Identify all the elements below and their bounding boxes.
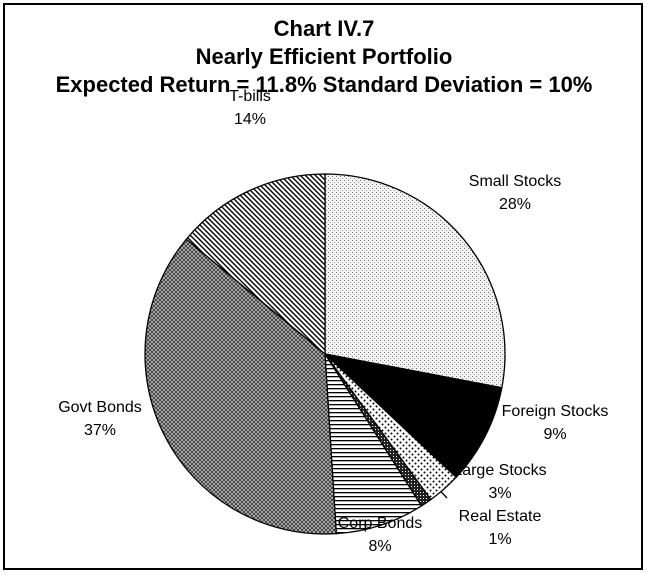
slice-value-label: 9%	[543, 426, 566, 443]
slice-label: Real Estate	[459, 508, 542, 525]
slice-value-label: 14%	[234, 111, 266, 128]
slice-label: Corp Bonds	[338, 515, 423, 532]
chart-title: Expected Return = 11.8% Standard Deviati…	[56, 72, 593, 97]
slice-value-label: 3%	[488, 485, 511, 502]
slice-label: T-bills	[229, 88, 271, 105]
pie-slice	[144, 238, 337, 535]
pie-slice	[324, 173, 506, 389]
slice-label: Large Stocks	[453, 462, 546, 479]
pie-slice	[324, 353, 423, 535]
slice-value-label: 37%	[84, 422, 116, 439]
slice-value-label: 8%	[368, 538, 391, 555]
slice-label: Small Stocks	[469, 173, 561, 190]
slice-value-label: 1%	[488, 531, 511, 548]
chart-title: Nearly Efficient Portfolio	[196, 44, 453, 69]
pie-slice	[322, 352, 503, 479]
slice-label: Foreign Stocks	[502, 403, 609, 420]
chart-title: Chart IV.7	[274, 16, 375, 41]
pie-slice	[185, 173, 326, 356]
slice-value-label: 28%	[499, 196, 531, 213]
slice-label: Govt Bonds	[58, 399, 142, 416]
